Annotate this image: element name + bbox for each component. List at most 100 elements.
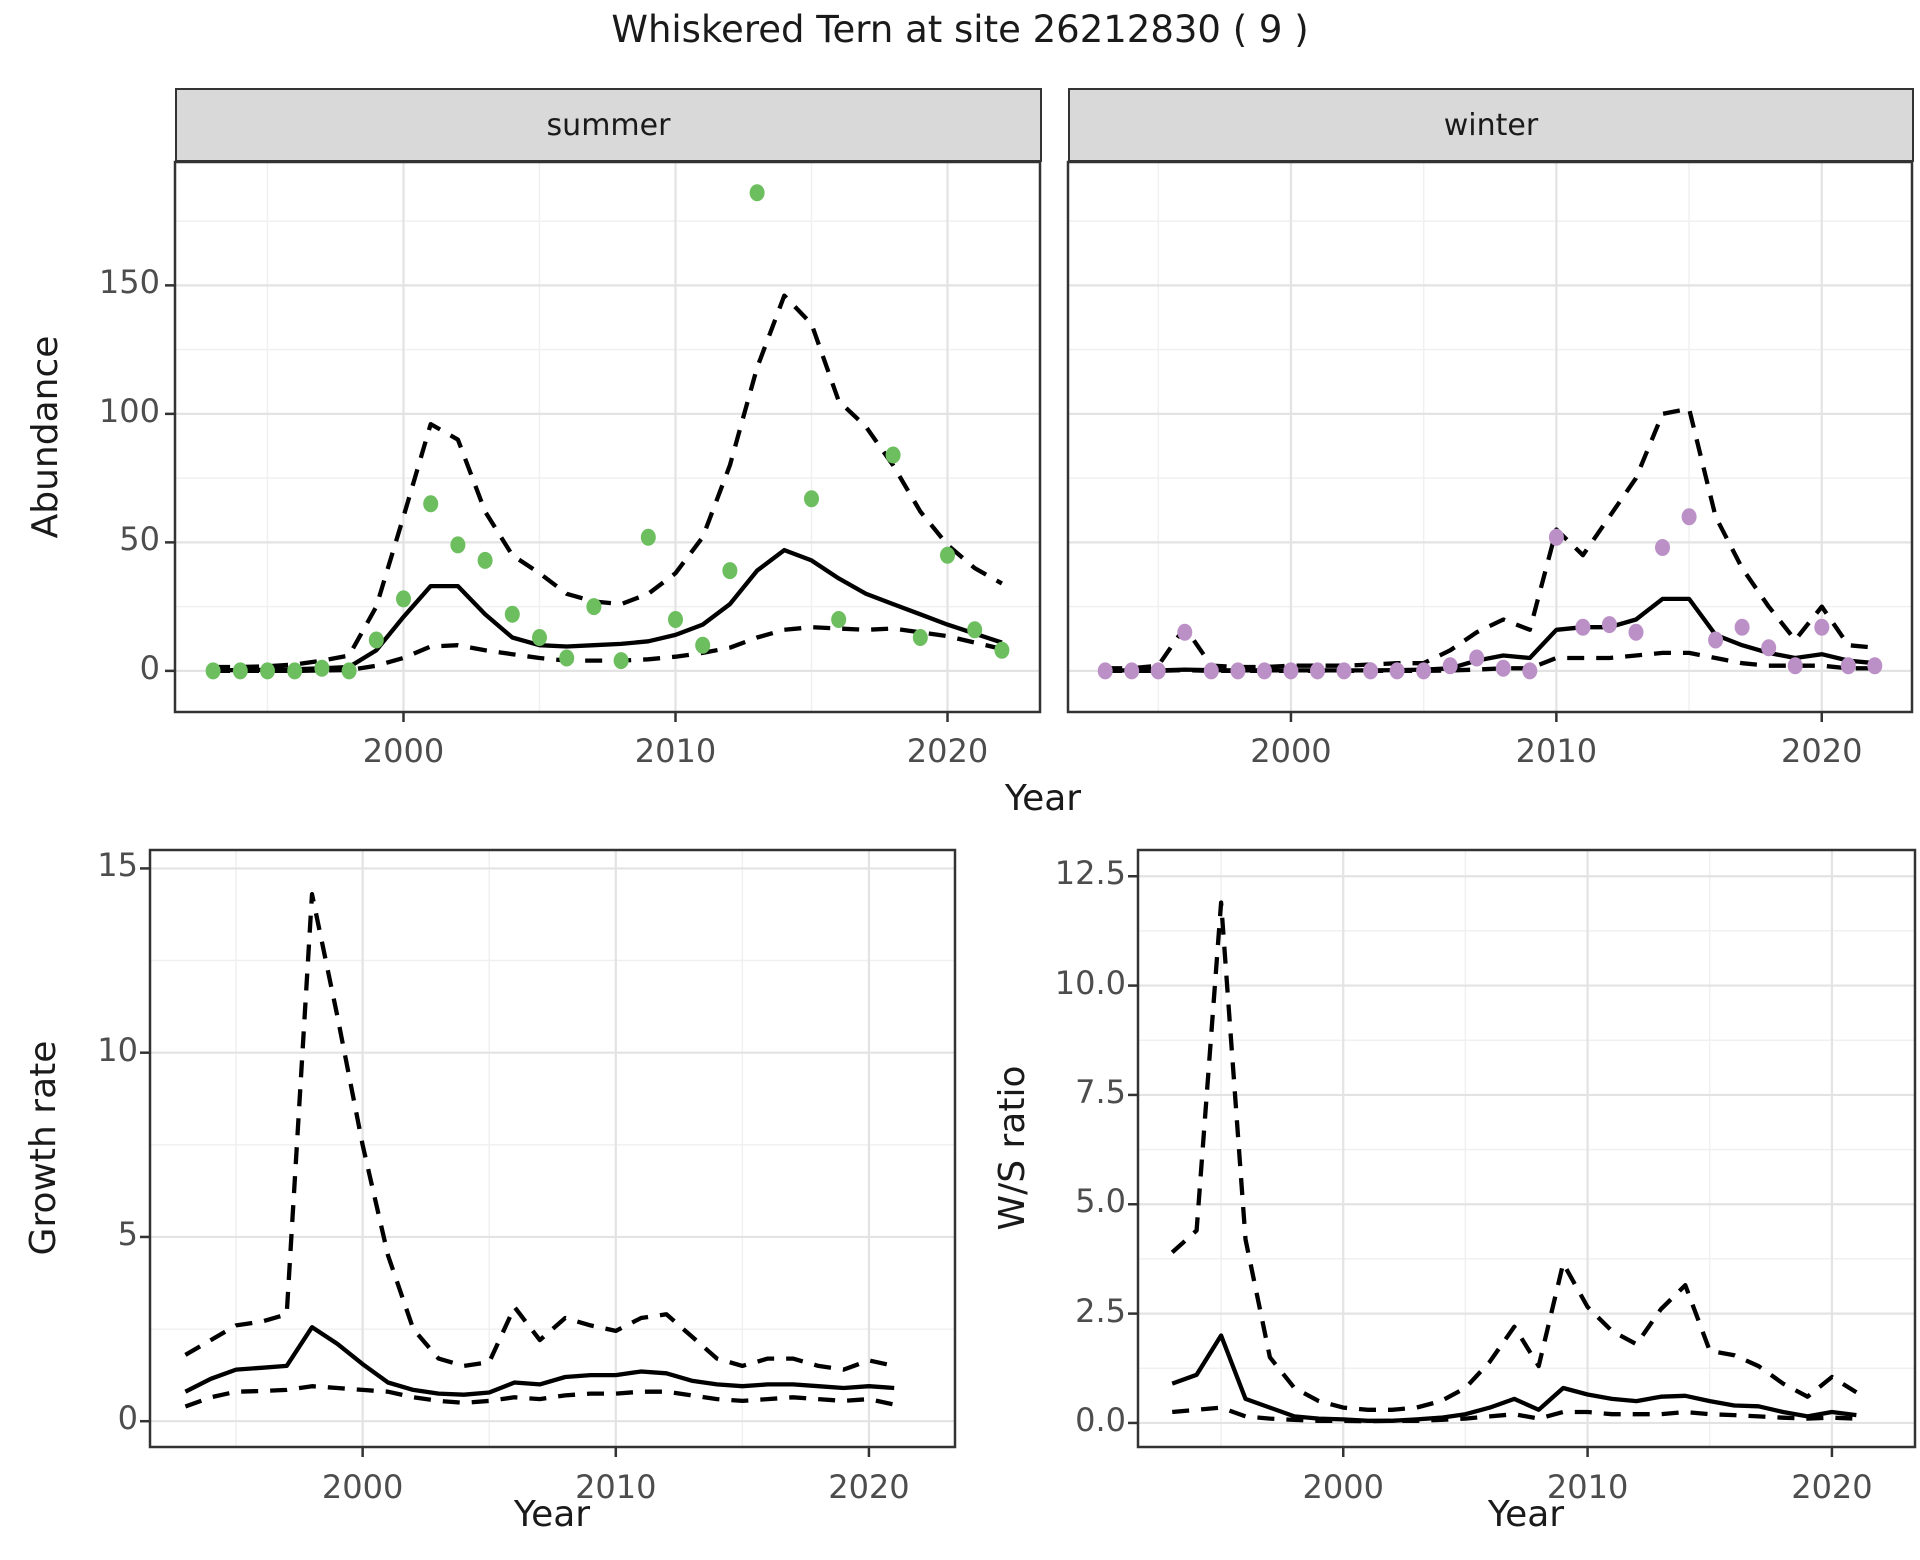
data-point-observed-summer	[804, 490, 819, 508]
data-point-observed-summer	[396, 590, 411, 608]
data-point-observed-summer	[450, 536, 466, 554]
data-point-observed-winter	[1601, 616, 1617, 634]
data-point-observed-summer	[912, 629, 928, 646]
data-point-observed-summer	[287, 662, 303, 680]
y-tick-label: 10	[97, 1030, 138, 1069]
panel-summer	[165, 160, 1042, 722]
data-point-observed-winter	[1787, 657, 1803, 675]
panel-growth-rate	[140, 848, 957, 1457]
data-point-observed-winter	[1522, 662, 1538, 680]
x-axis-label-year-top: Year	[1004, 778, 1082, 819]
data-point-observed-winter	[1761, 639, 1777, 657]
data-point-observed-winter	[1708, 631, 1724, 649]
y-tick-label: 7.5	[1075, 1072, 1126, 1111]
data-point-observed-summer	[314, 659, 330, 677]
data-point-observed-winter	[1203, 662, 1219, 680]
data-point-observed-winter	[1814, 618, 1830, 636]
data-point-observed-summer	[749, 184, 765, 202]
data-point-observed-summer	[831, 611, 847, 628]
y-tick-label: 0.0	[1075, 1400, 1126, 1439]
data-point-observed-winter	[1256, 662, 1272, 680]
data-point-observed-winter	[1389, 662, 1405, 680]
estimate-line	[1171, 1333, 1857, 1423]
data-point-observed-winter	[1628, 623, 1644, 641]
data-point-observed-summer	[994, 641, 1010, 659]
y-tick-label: 2.5	[1075, 1291, 1126, 1330]
panel-winter	[1066, 160, 1914, 722]
data-point-observed-summer	[940, 546, 955, 564]
x-tick-label: 2020	[1791, 1468, 1873, 1506]
panel-w-s-ratio	[1128, 848, 1917, 1457]
x-tick-label: 2000	[321, 1468, 404, 1506]
data-point-observed-winter	[1150, 662, 1166, 680]
y-tick-label: 150	[98, 263, 160, 302]
y-tick-label: 100	[98, 391, 160, 430]
data-point-observed-winter	[1867, 657, 1883, 675]
upper-ci-line	[213, 293, 1003, 670]
data-point-observed-winter	[1097, 662, 1113, 680]
y-tick-label: 50	[119, 520, 160, 559]
data-point-observed-winter	[1442, 657, 1458, 675]
panel-background	[1068, 162, 1912, 712]
data-point-observed-winter	[1230, 662, 1246, 680]
y-tick-label: 0	[139, 648, 160, 687]
facet-strip-winter: winter	[1068, 88, 1914, 162]
data-point-observed-winter	[1548, 528, 1564, 546]
data-point-observed-summer	[668, 611, 683, 628]
data-point-observed-winter	[1124, 662, 1140, 680]
upper-ci-line	[1170, 900, 1858, 1412]
panel-border	[173, 160, 1042, 714]
panel-background	[175, 162, 1040, 712]
data-point-observed-summer	[722, 562, 738, 580]
x-tick-label: 2010	[634, 732, 717, 770]
data-point-observed-summer	[232, 662, 248, 680]
data-point-observed-summer	[532, 629, 547, 646]
data-point-observed-winter	[1495, 659, 1511, 677]
data-point-observed-summer	[341, 662, 357, 680]
data-point-observed-summer	[586, 598, 602, 616]
upper-ci-line	[1105, 406, 1876, 671]
data-point-observed-winter	[1310, 662, 1325, 680]
x-tick-label: 2000	[1250, 732, 1332, 770]
data-point-observed-summer	[613, 652, 629, 670]
data-point-observed-winter	[1283, 662, 1299, 680]
x-tick-label: 2020	[828, 1468, 910, 1506]
y-tick-label: 15	[97, 846, 138, 885]
data-point-observed-summer	[504, 605, 520, 623]
x-tick-label: 2010	[575, 1468, 657, 1506]
x-tick-label: 2020	[1781, 732, 1863, 770]
lower-ci-line	[184, 1384, 895, 1409]
data-point-observed-winter	[1840, 657, 1856, 675]
panel-background	[150, 850, 955, 1447]
data-point-observed-summer	[260, 662, 275, 680]
data-point-observed-winter	[1575, 618, 1591, 636]
y-axis-label-growth-rate: Growth rate	[22, 1040, 64, 1256]
facet-strip-summer: summer	[175, 88, 1042, 162]
data-point-observed-winter	[1681, 508, 1697, 526]
x-axis-label-year-growth: Year	[513, 1494, 591, 1535]
data-point-observed-winter	[1655, 539, 1670, 556]
data-point-observed-winter	[1177, 623, 1193, 641]
panel-border	[1136, 848, 1917, 1449]
estimate-line	[184, 1325, 895, 1397]
panel-border	[148, 848, 957, 1449]
data-point-observed-summer	[423, 495, 439, 513]
data-point-observed-winter	[1469, 649, 1485, 667]
x-tick-label: 2010	[1546, 1468, 1629, 1506]
data-point-observed-summer	[559, 649, 575, 667]
data-point-observed-winter	[1363, 662, 1379, 680]
figure-title: Whiskered Tern at site 26212830 ( 9 )	[611, 8, 1309, 51]
y-tick-label: 10.0	[1054, 963, 1126, 1002]
data-point-observed-summer	[967, 621, 983, 639]
y-axis-label-abundance: Abundance	[24, 335, 66, 539]
x-tick-label: 2000	[1302, 1468, 1384, 1506]
x-axis-label-year-ws: Year	[1487, 1494, 1565, 1535]
y-tick-label: 0	[117, 1399, 138, 1438]
x-tick-label: 2000	[362, 732, 445, 770]
data-point-observed-summer	[885, 446, 901, 464]
y-tick-label: 12.5	[1054, 854, 1126, 893]
y-tick-label: 5	[117, 1214, 138, 1253]
data-point-observed-summer	[477, 551, 493, 569]
